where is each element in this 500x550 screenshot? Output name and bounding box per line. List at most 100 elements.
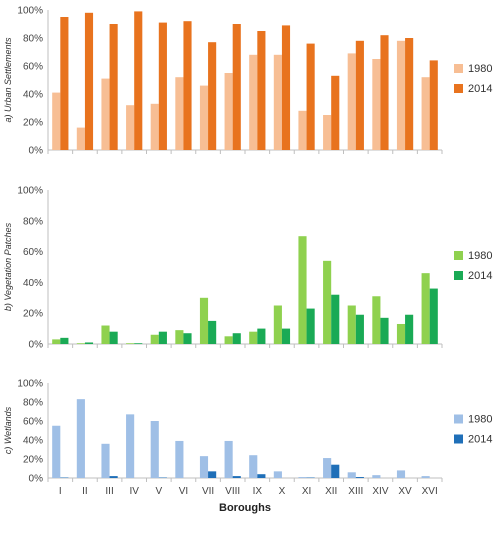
panel-2-y-tick-label: 60%	[23, 247, 43, 258]
panel-2-bar-1980-VII	[199, 297, 209, 344]
panel-1-legend-label-2014: 2014	[468, 83, 492, 95]
panel-1-bar-2014-XIII	[355, 40, 364, 150]
panel-3-y-tick-label: 100%	[17, 379, 43, 390]
panel-3-x-tick-label: X	[279, 486, 286, 497]
panel-2-bar-1980-IX	[249, 331, 258, 344]
panel-3-bar-2014-IX	[257, 474, 266, 478]
panel-2-bar-1980-XIV	[372, 296, 381, 344]
panel-2-bar-2014-XV	[405, 314, 414, 344]
panel-2-y-axis-label: b) Vegetation Patches	[3, 222, 13, 311]
panel-3-legend-label-2014: 2014	[468, 434, 492, 446]
panel-2-bar-2014-XI	[306, 308, 315, 344]
panel-3-bar-1980-VII	[199, 456, 209, 478]
panel-3-x-tick-label: VIII	[225, 486, 240, 497]
panel-1-bar-2014-XIV	[380, 35, 389, 151]
panel-3-x-tick-label: XV	[398, 486, 412, 497]
panel-2-bar-1980-VI	[175, 330, 184, 344]
panel-2-bar-1980-VIII	[224, 336, 233, 344]
panel-2-bar-1980-XV	[396, 323, 406, 344]
panel-2-bar-1980-I	[52, 339, 61, 344]
panel-1-bar-1980-VI	[175, 77, 184, 150]
panel-1-bar-1980-I	[52, 92, 61, 150]
panel-3-bar-1980-I	[52, 425, 61, 478]
panel-3-bar-1980-VI	[175, 440, 184, 478]
panel-1-bar-2014-XV	[405, 38, 414, 150]
panel-2-bar-2014-V	[158, 331, 167, 344]
panel-3-x-tick-label: I	[59, 486, 62, 497]
panel-2-legend-label-2014: 2014	[468, 270, 492, 282]
panel-2-bar-2014-III	[109, 331, 118, 344]
panel-1-bar-1980-XV	[396, 40, 406, 150]
panel-2-y-tick-label: 20%	[23, 309, 43, 320]
panel-2-bar-1980-XVI	[421, 273, 430, 344]
panel-3-bar-1980-XV	[396, 470, 406, 478]
panel-3-bar-1980-XI	[298, 477, 307, 478]
panel-2-bar-2014-XIII	[355, 314, 364, 344]
panel-3-bar-2014-III	[109, 476, 118, 478]
panel-3-bar-2014-XIII	[355, 477, 364, 478]
panel-3-bar-1980-XVI	[421, 476, 430, 478]
panel-1-bar-2014-XI	[306, 43, 315, 150]
panel-3-bar-1980-XIII	[347, 472, 356, 478]
panel-3-legend-label-1980: 1980	[468, 414, 492, 426]
panel-1-bar-1980-XII	[323, 115, 332, 150]
panel-1-y-tick-label: 60%	[23, 62, 43, 73]
panel-2-bar-1980-V	[150, 334, 159, 344]
panel-3-x-tick-label: XII	[325, 486, 337, 497]
panel-3-x-tick-label: IX	[253, 486, 263, 497]
panel-3-x-tick-label: IV	[129, 486, 139, 497]
panel-3-bar-1980-II	[76, 399, 85, 478]
panel-1-bar-1980-XI	[298, 110, 307, 150]
panel-1-y-tick-label: 20%	[23, 118, 43, 129]
panel-2-bar-2014-VIII	[232, 333, 241, 344]
panel-1-bar-1980-XVI	[421, 77, 430, 150]
panel-3-y-axis-label: c) Wetlands	[3, 406, 13, 454]
panel-1-legend-label-1980: 1980	[468, 63, 492, 75]
panel-3-bar-1980-XII	[323, 458, 332, 478]
panel-1-bar-1980-IV	[126, 105, 135, 150]
panel-1-bar-1980-X	[273, 54, 282, 150]
panel-1-bar-1980-V	[150, 103, 159, 150]
panel-2-y-tick-label: 100%	[17, 186, 43, 197]
panel-2-bar-2014-XII	[331, 294, 340, 344]
panel-2-legend-swatch-1980	[454, 251, 463, 260]
panel-3-bar-1980-VIII	[224, 440, 233, 478]
panel-2-bar-2014-X	[281, 328, 291, 344]
panel-3-bar-1980-IX	[249, 455, 258, 478]
panel-3-y-tick-label: 20%	[23, 455, 43, 466]
panel-3-x-tick-label: XIV	[372, 486, 388, 497]
panel-2-bar-1980-XI	[298, 236, 307, 344]
panel-1-y-tick-label: 40%	[23, 90, 43, 101]
panel-1-bar-1980-IX	[249, 54, 258, 150]
panel-3-x-tick-label: XVI	[422, 486, 438, 497]
panel-3-x-tick-label: XIII	[348, 486, 363, 497]
panel-3-legend-swatch-2014	[454, 434, 463, 444]
panel-3-x-tick-label: VII	[202, 486, 214, 497]
panel-3-bar-2014-XII	[331, 464, 340, 478]
panel-1-bar-2014-VI	[183, 21, 192, 151]
panel-1-bar-2014-IX	[257, 31, 266, 150]
panel-2-legend-swatch-2014	[454, 271, 463, 280]
panel-3-x-tick-label: V	[155, 486, 162, 497]
panel-2-bar-1980-III	[101, 325, 110, 344]
panel-1-bar-2014-XVI	[429, 60, 438, 150]
panel-3-bar-1980-IV	[126, 414, 135, 478]
panel-2-y-tick-label: 0%	[29, 340, 44, 351]
panel-1-bar-2014-VIII	[232, 24, 241, 150]
panel-3-x-axis-label: Boroughs	[219, 502, 271, 514]
panel-1-bar-2014-VII	[208, 42, 217, 151]
panel-3-y-tick-label: 80%	[23, 398, 43, 409]
panel-1-y-tick-label: 80%	[23, 34, 43, 45]
panel-2-bar-1980-X	[273, 305, 282, 344]
panel-3-x-tick-label: III	[105, 486, 113, 497]
panel-2-y-tick-label: 80%	[23, 216, 43, 227]
panel-2-bar-2014-II	[84, 342, 94, 344]
panel-2-bar-2014-IV	[134, 343, 143, 344]
panel-3-y-tick-label: 40%	[23, 436, 43, 447]
panel-3-bar-1980-V	[150, 421, 159, 478]
panel-1-bar-1980-XIV	[372, 59, 381, 150]
panel-2-bar-2014-XIV	[380, 317, 389, 344]
panel-1-legend-swatch-1980	[454, 64, 463, 73]
panel-1-bar-2014-I	[60, 17, 69, 150]
